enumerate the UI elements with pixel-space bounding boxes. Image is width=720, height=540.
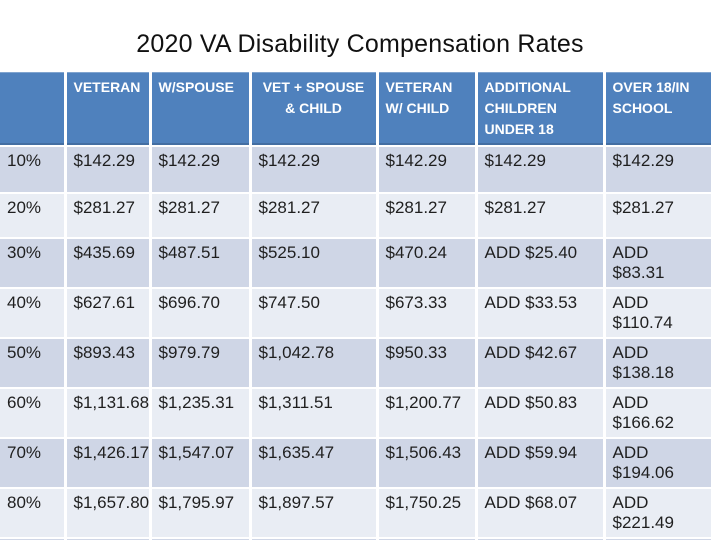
rate-cell: $1,042.78 — [250, 338, 379, 389]
rate-cell: ADD $42.67 — [476, 338, 606, 389]
row-label: 60% — [0, 388, 67, 439]
rate-cell: $1,506.43 — [377, 438, 478, 489]
table-row: 10% $142.29 $142.29 $142.29 $142.29 $142.29 $1… — [0, 146, 714, 194]
column-header: VETERAN W/ CHILD — [377, 72, 478, 147]
table-row: 80% $1,657.80 $1,795.97 $1,897.57 $1,750.25 A… — [0, 488, 714, 539]
row-label: 90% — [0, 538, 67, 540]
rate-cell: $1,897.57 — [250, 488, 379, 539]
table-row: 60% $1,131.68 $1,235.31 $1,311.51 $1,200.77 A… — [0, 388, 714, 439]
rate-cell: $950.33 — [377, 338, 478, 389]
rate-cell: $470.24 — [377, 238, 478, 289]
rate-cell: ADD $83.31 — [604, 238, 714, 289]
rate-cell: $435.69 — [65, 238, 152, 289]
rate-cell: $2,018.41 — [150, 538, 252, 540]
rate-cell: $525.10 — [250, 238, 379, 289]
rate-cell: $281.27 — [250, 193, 379, 239]
rate-cell: ADD $50.83 — [476, 388, 606, 439]
rate-cell: $1,657.80 — [65, 488, 152, 539]
rate-cell: ADD $110.74 — [604, 288, 714, 339]
rate-cell: ADD $166.62 — [604, 388, 714, 439]
rate-cell: $1,635.47 — [250, 438, 379, 489]
rate-cell: ADD $221.49 — [604, 488, 714, 539]
rate-cell: $1,235.31 — [150, 388, 252, 439]
rate-cell: $673.33 — [377, 288, 478, 339]
rate-cell: $696.70 — [150, 288, 252, 339]
rate-cell: $1,862.96 — [65, 538, 152, 540]
rate-cell: ADD $33.53 — [476, 288, 606, 339]
table-row: 70% $1,426.17 $1,547.07 $1,635.47 $1,506.43 A… — [0, 438, 714, 489]
header-row: VETERAN W/SPOUSE VET + SPOUSE & CHILD VETER… — [0, 72, 714, 147]
rate-cell: $1,311.51 — [250, 388, 379, 439]
rate-cell: $2,132.20 — [250, 538, 379, 540]
rate-cell: $142.29 — [150, 146, 252, 194]
row-label: 20% — [0, 193, 67, 239]
rate-cell: ADD $194.06 — [604, 438, 714, 489]
rate-cell: ADD $68.07 — [476, 488, 606, 539]
rate-cell: $281.27 — [476, 193, 606, 239]
rate-cell: ADD $59.94 — [476, 438, 606, 489]
row-label: 30% — [0, 238, 67, 289]
rate-cell: $627.61 — [65, 288, 152, 339]
row-label: 10% — [0, 146, 67, 194]
row-label: 50% — [0, 338, 67, 389]
rate-cell: $1,200.77 — [377, 388, 478, 439]
table-row: 40% $627.61 $696.70 $747.50 $673.33 ADD $33.5… — [0, 288, 714, 339]
rate-cell: $1,547.07 — [150, 438, 252, 489]
rate-cell: $747.50 — [250, 288, 379, 339]
rate-cell: $281.27 — [377, 193, 478, 239]
rate-cell: $142.29 — [604, 146, 714, 194]
row-label: 70% — [0, 438, 67, 489]
rate-cell: $1,750.25 — [377, 488, 478, 539]
column-header: W/SPOUSE — [150, 72, 252, 147]
column-header: VET + SPOUSE & CHILD — [250, 72, 379, 147]
rate-cell: $142.29 — [377, 146, 478, 194]
rate-cell: $487.51 — [150, 238, 252, 289]
rate-cell: $1,131.68 — [65, 388, 152, 439]
rate-cell: $281.27 — [604, 193, 714, 239]
table-row: 50% $893.43 $979.79 $1,042.78 $950.33 ADD $42… — [0, 338, 714, 389]
rate-cell: $1,966.59 — [377, 538, 478, 540]
rate-cell: ADD $77.22 — [476, 538, 606, 540]
table-row: 20% $281.27 $281.27 $281.27 $281.27 $281.27 $2… — [0, 193, 714, 239]
row-label: 40% — [0, 288, 67, 339]
row-label: 80% — [0, 488, 67, 539]
table-row: 30% $435.69 $487.51 $525.10 $470.24 ADD $25.4… — [0, 238, 714, 289]
rate-cell: $1,795.97 — [150, 488, 252, 539]
rate-cell: $979.79 — [150, 338, 252, 389]
rate-cell: $281.27 — [150, 193, 252, 239]
table-row: 90%$1,862.96$2,018.41$2,132.20$1,966.59A… — [0, 538, 714, 540]
rate-cell: $142.29 — [476, 146, 606, 194]
rate-cell: ADD $25.40 — [476, 238, 606, 289]
column-header: OVER 18/IN SCHOOL — [604, 72, 714, 147]
rate-cell: ADD $249.94 — [604, 538, 714, 540]
table-header: VETERAN W/SPOUSE VET + SPOUSE & CHILD VETER… — [0, 72, 714, 147]
page-title: 2020 VA Disability Compensation Rates — [136, 30, 584, 58]
table-body: 10% $142.29 $142.29 $142.29 $142.29 $142.29 $1… — [0, 146, 714, 540]
rate-cell: $1,426.17 — [65, 438, 152, 489]
corner-header-cell — [0, 72, 67, 147]
rate-cell: ADD $138.18 — [604, 338, 714, 389]
column-header: VETERAN — [65, 72, 152, 147]
rate-cell: $142.29 — [65, 146, 152, 194]
column-header: ADDITIONAL CHILDREN UNDER 18 — [476, 72, 606, 147]
compensation-table: VETERAN W/SPOUSE VET + SPOUSE & CHILD VETER… — [0, 72, 714, 540]
rate-cell: $281.27 — [65, 193, 152, 239]
rate-cell: $142.29 — [250, 146, 379, 194]
rate-cell: $893.43 — [65, 338, 152, 389]
